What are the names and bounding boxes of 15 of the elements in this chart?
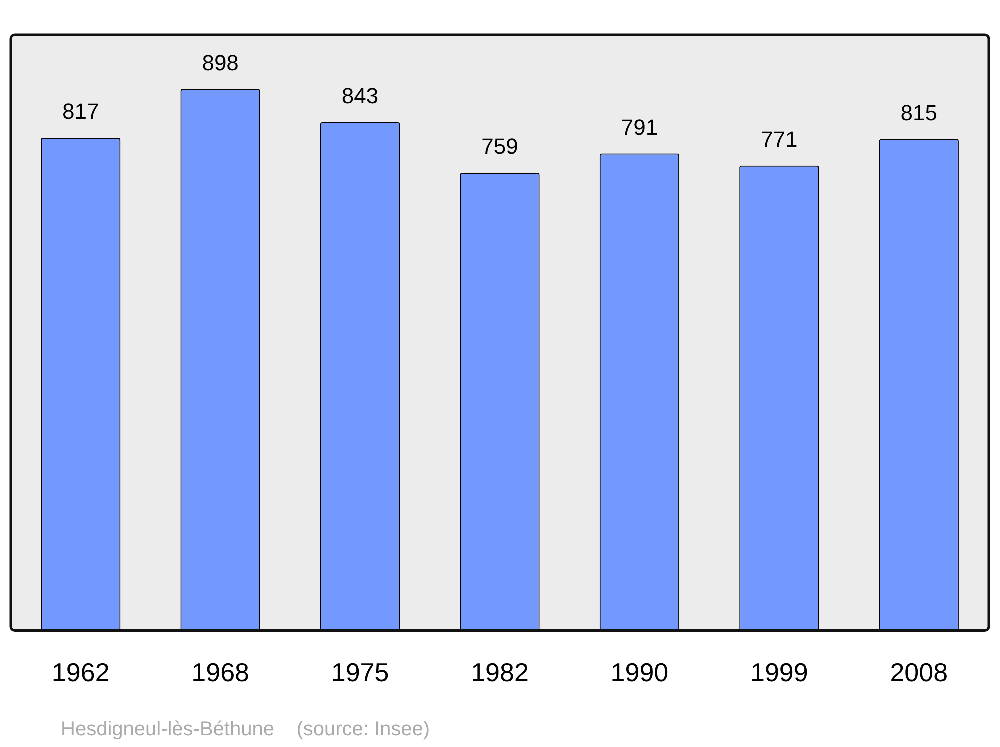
x-tick-label: 2008 (890, 658, 948, 688)
data-label: 791 (621, 114, 658, 140)
data-label: 759 (482, 134, 518, 160)
x-tick-label: 1962 (52, 658, 110, 688)
data-label: 843 (342, 84, 379, 109)
x-tick-label: 1975 (331, 658, 390, 688)
x-tick-label: 1990 (610, 658, 669, 688)
data-label: 898 (202, 50, 239, 76)
x-tick-label: 1999 (750, 658, 808, 688)
text: Hesdigneul-lès-Béthune (source: Insee) (61, 718, 430, 741)
x-tick-label: 1982 (471, 658, 529, 688)
data-label: 817 (62, 99, 100, 124)
data-label: 815 (900, 100, 938, 126)
x-tick-label: 1968 (192, 658, 250, 688)
data-label: 771 (761, 126, 798, 152)
